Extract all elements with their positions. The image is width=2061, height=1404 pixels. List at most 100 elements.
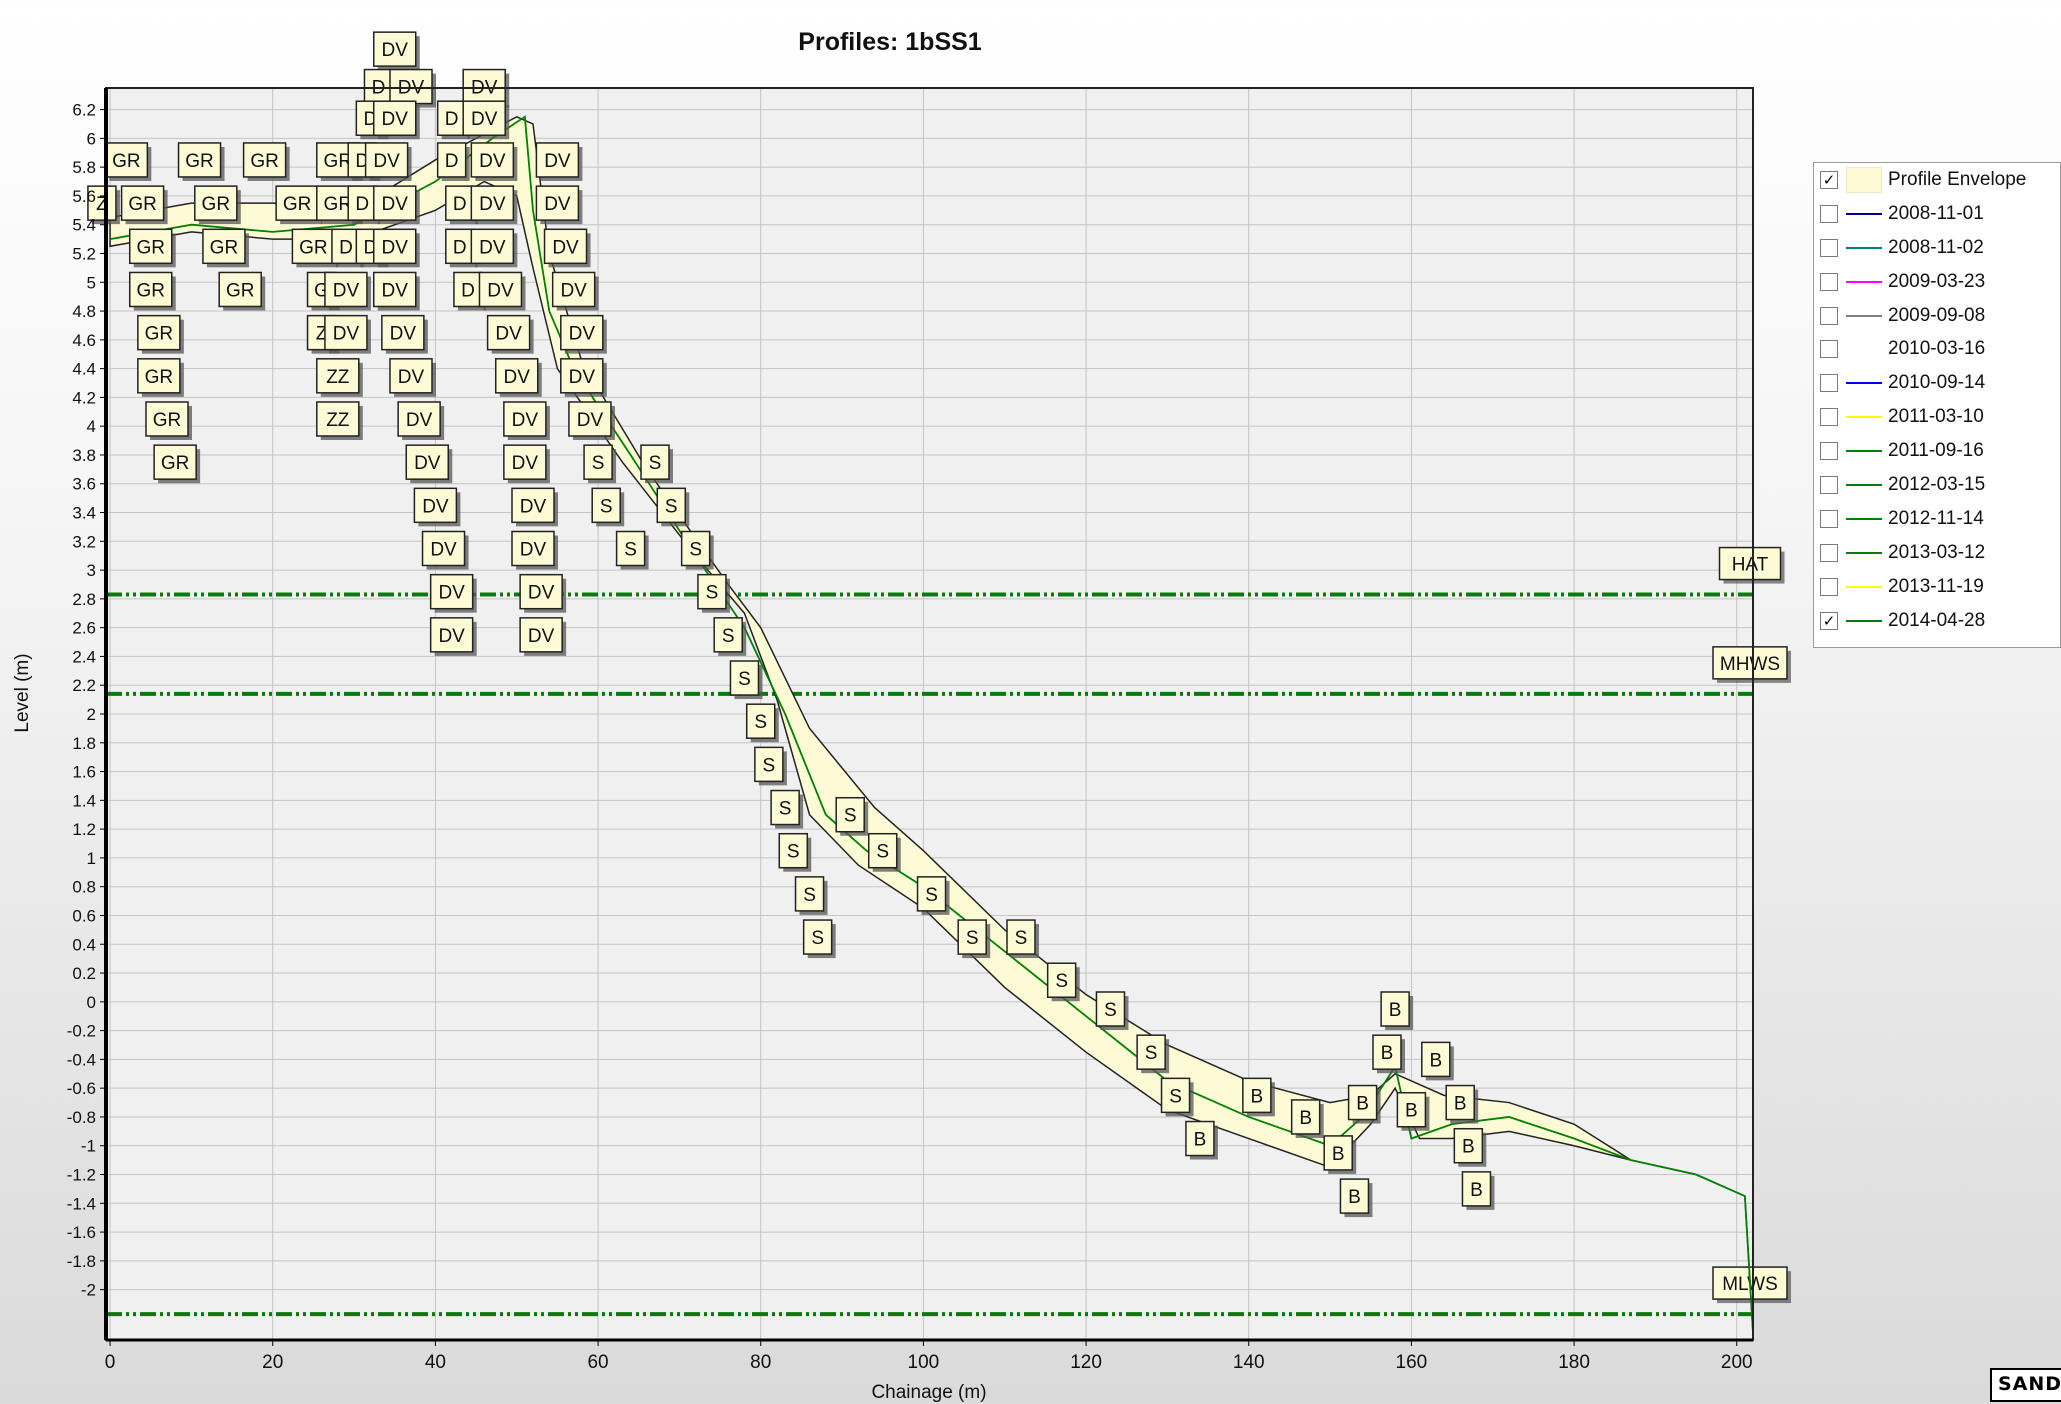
chart-title: Profiles: 1bSS1 (798, 28, 981, 56)
y-tick-label: -1.2 (67, 1166, 96, 1185)
checkbox-checked-icon[interactable]: ✓ (1820, 170, 1838, 189)
label-box (1323, 1135, 1353, 1171)
point-label-text: GR (112, 151, 141, 172)
checkbox-icon[interactable] (1820, 577, 1838, 596)
label-box (421, 530, 466, 567)
x-tick-label: 200 (1721, 1352, 1753, 1373)
y-tick-label: -1 (81, 1137, 96, 1156)
point-label-text: DV (544, 194, 571, 215)
point-label: DV (519, 617, 567, 656)
point-label: DV (543, 228, 591, 268)
label-box (1453, 1127, 1484, 1164)
legend-item-2012-11-14[interactable]: 2012-11-14 (1814, 502, 2060, 536)
legend-item-2014-04-28[interactable]: ✓ 2014-04-28 (1814, 604, 2060, 638)
point-label-text: DV (569, 324, 596, 345)
legend-label: 2012-11-14 (1888, 507, 1984, 529)
point-label: GR (242, 142, 290, 181)
point-label: S (770, 789, 804, 829)
y-tick-label: 4.8 (72, 302, 96, 321)
checkbox-icon[interactable] (1820, 509, 1838, 528)
label-box (445, 228, 475, 265)
label-box (242, 142, 287, 178)
series-swatch (1846, 416, 1882, 419)
label-box (470, 185, 515, 221)
y-tick-label: 1 (87, 849, 96, 868)
label-box (275, 185, 319, 221)
label-box (794, 876, 825, 912)
legend-item-2011-09-16[interactable]: 2011-09-16 (1814, 434, 2060, 468)
point-label-text: S (803, 885, 816, 906)
point-label: GR (218, 271, 266, 311)
point-label: GR (128, 228, 176, 268)
legend-item-2008-11-01[interactable]: 2008-11-01 (1814, 197, 2060, 231)
x-tick-label: 180 (1558, 1352, 1590, 1373)
legend-item-2013-03-12[interactable]: 2013-03-12 (1814, 536, 2060, 570)
checkbox-icon[interactable] (1820, 204, 1838, 223)
point-label: B (1380, 991, 1414, 1031)
point-label-text: S (754, 712, 767, 733)
point-label-text: DV (520, 540, 547, 561)
sands-logo: SANDS (1990, 1368, 2061, 1402)
envelope-swatch (1846, 166, 1882, 193)
legend-item-2013-11-19[interactable]: 2013-11-19 (1814, 570, 2060, 604)
point-label: DV (324, 314, 371, 354)
legend-item-2010-09-14[interactable]: 2010-09-14 (1814, 366, 2060, 400)
checkbox-icon[interactable] (1820, 340, 1838, 359)
point-label: DV (405, 444, 453, 484)
label-box (389, 358, 433, 394)
label-box (535, 185, 580, 221)
point-label: S (640, 444, 673, 484)
point-label: DV (551, 271, 599, 311)
checkbox-icon[interactable] (1820, 374, 1838, 393)
checkbox-icon[interactable] (1820, 272, 1838, 291)
y-tick-label: -2 (81, 1281, 96, 1300)
tide-label-text: HAT (1732, 555, 1769, 576)
point-label-text: DV (528, 583, 555, 604)
checkbox-icon[interactable] (1820, 408, 1838, 427)
point-label: S (916, 876, 950, 915)
checkbox-icon[interactable] (1820, 238, 1838, 257)
checkbox-icon[interactable] (1820, 442, 1838, 461)
checkbox-icon[interactable] (1820, 475, 1838, 494)
label-box (568, 401, 612, 437)
point-label: DV (421, 530, 469, 570)
label-box (916, 876, 947, 912)
point-label: GR (202, 228, 249, 268)
checkbox-icon[interactable] (1820, 306, 1838, 325)
y-tick-label: 0.4 (72, 935, 96, 954)
point-label: DV (470, 142, 518, 181)
point-label-text: B (1470, 1180, 1483, 1201)
point-label-text: DV (544, 151, 571, 172)
checkbox-checked-icon[interactable]: ✓ (1820, 611, 1838, 630)
point-label-text: S (1104, 1000, 1117, 1021)
point-label-text: DV (398, 367, 425, 388)
legend-item-2011-03-10[interactable]: 2011-03-10 (1814, 400, 2060, 434)
tide-label-text: MHWS (1720, 654, 1780, 675)
label-box (543, 228, 588, 265)
label-box (1290, 1099, 1321, 1135)
legend-item-2009-09-08[interactable]: 2009-09-08 (1814, 299, 2060, 333)
point-label: DV (535, 185, 583, 225)
label-box (640, 444, 670, 480)
series-swatch (1846, 348, 1882, 351)
y-tick-label: 2.2 (72, 676, 96, 695)
legend-item-2009-03-23[interactable]: 2009-03-23 (1814, 265, 2060, 299)
label-box (560, 314, 604, 351)
label-box (615, 530, 646, 567)
legend-item-2012-03-15[interactable]: 2012-03-15 (1814, 468, 2060, 502)
point-label: DV (413, 487, 461, 527)
label-box (470, 142, 515, 178)
label-box (324, 271, 368, 308)
label-box (137, 314, 181, 351)
point-label-text: S (779, 799, 792, 820)
point-label-text: S (966, 928, 979, 949)
label-box (754, 746, 784, 783)
legend-item-envelope[interactable]: ✓ Profile Envelope (1814, 163, 2060, 197)
legend-item-2010-03-16[interactable]: 2010-03-16 (1814, 332, 2060, 366)
y-tick-label: 1.4 (72, 791, 96, 810)
checkbox-icon[interactable] (1820, 543, 1838, 562)
legend-item-2008-11-02[interactable]: 2008-11-02 (1814, 231, 2060, 265)
point-label: B (1347, 1084, 1381, 1124)
point-label-text: DV (333, 280, 360, 301)
